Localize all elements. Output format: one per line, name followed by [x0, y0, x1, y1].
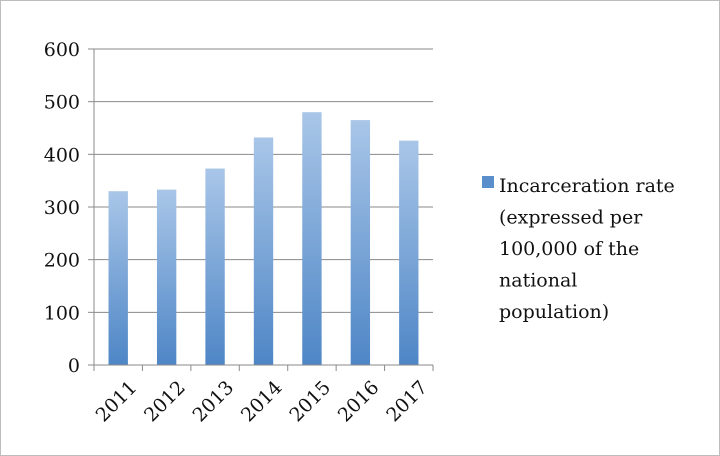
legend-label: Incarceration rate (expressed per 100,000 … [499, 175, 675, 323]
x-tick-label: 2013 [188, 377, 238, 427]
bar-2015 [302, 112, 322, 365]
x-tick-label: 2011 [92, 377, 142, 427]
x-tick-label: 2014 [237, 377, 287, 427]
bar-2016 [350, 120, 371, 365]
x-tick-label: 2016 [334, 377, 384, 427]
x-tick-label: 2015 [285, 377, 335, 427]
bar-2012 [156, 189, 177, 365]
legend-label-line: Incarceration rate [499, 175, 675, 197]
bar-2014 [253, 137, 274, 365]
y-tick-label: 500 [44, 92, 80, 114]
y-tick-labels: 0 100 200 300 400 500 600 [44, 39, 80, 377]
y-tick-label: 300 [44, 197, 80, 219]
bar-2011 [108, 191, 128, 365]
legend-label-line: 100,000 of the [499, 238, 639, 260]
bar-2017 [399, 140, 419, 365]
y-tick-label: 0 [68, 355, 80, 377]
legend-swatch [482, 176, 494, 188]
y-tick-label: 400 [44, 144, 80, 166]
y-tick-label: 100 [44, 302, 80, 324]
x-tick-label: 2012 [140, 377, 190, 427]
legend: Incarceration rate (expressed per 100,000 … [482, 175, 675, 323]
axes [88, 48, 434, 371]
bar-2013 [205, 168, 225, 365]
legend-label-line: population) [499, 301, 609, 323]
y-tick-label: 600 [44, 39, 80, 61]
legend-label-line: (expressed per [499, 207, 643, 229]
legend-label-line: national [499, 270, 577, 292]
bars [108, 112, 419, 365]
y-tick-label: 200 [44, 250, 80, 272]
x-tick-label: 2017 [382, 377, 432, 427]
